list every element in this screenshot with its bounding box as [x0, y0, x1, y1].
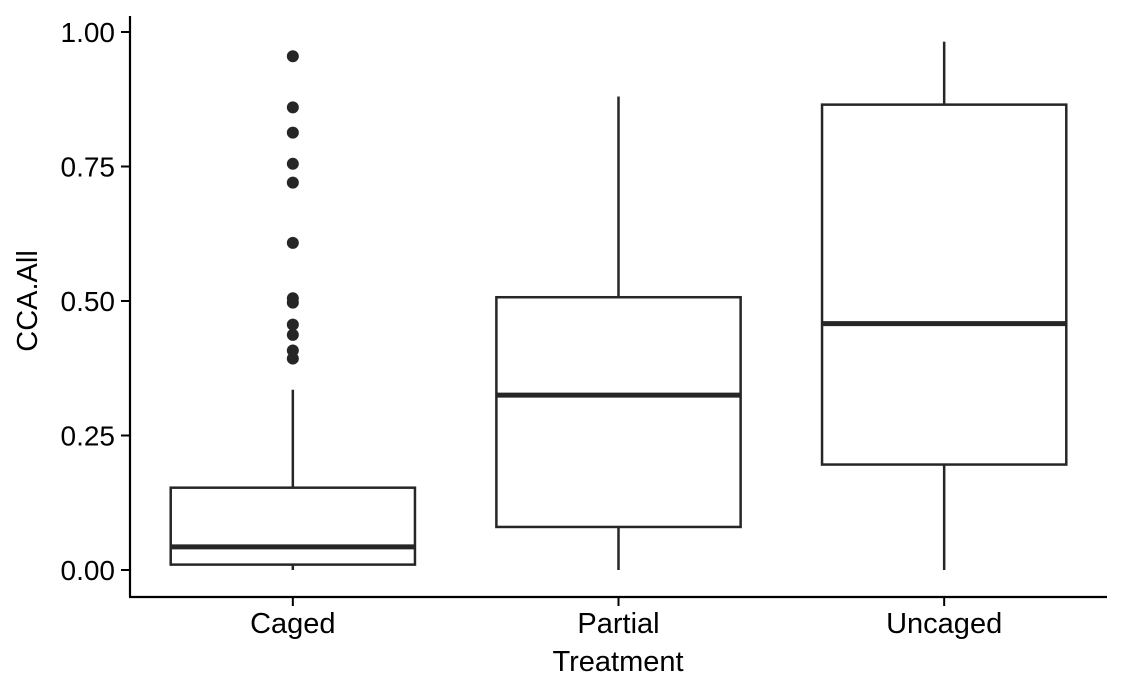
- outlier-point: [286, 352, 299, 365]
- x-tick-label: Caged: [250, 608, 335, 640]
- box-caged: [169, 50, 417, 570]
- outlier-point: [286, 296, 299, 309]
- x-tick-label: Uncaged: [886, 608, 1002, 640]
- y-ticks: 0.00 0.25 0.50 0.75 1.00: [61, 17, 130, 586]
- outlier-point: [286, 328, 299, 341]
- outlier-point: [286, 126, 299, 139]
- boxes: [169, 41, 1068, 570]
- box-rect: [820, 103, 1068, 466]
- box-rect: [495, 295, 742, 529]
- outlier-point: [286, 50, 299, 63]
- outlier-point: [286, 236, 299, 249]
- y-tick-label: 0.50: [61, 286, 116, 317]
- x-axis-title: Treatment: [552, 646, 683, 678]
- y-tick-label: 1.00: [61, 17, 116, 48]
- y-tick-label: 0.00: [61, 555, 116, 586]
- box-partial: [495, 96, 742, 570]
- axes: 0.00 0.25 0.50 0.75 1.00 Caged Partial Uncaged: [61, 16, 1107, 640]
- y-tick-label: 0.25: [61, 421, 116, 452]
- outlier-point: [286, 101, 299, 114]
- box-uncaged: [820, 41, 1068, 570]
- outlier-point: [286, 176, 299, 189]
- outlier-point: [286, 318, 299, 331]
- x-ticks: Caged Partial Uncaged: [250, 597, 1002, 640]
- y-tick-label: 0.75: [61, 152, 116, 183]
- outlier-point: [286, 157, 299, 170]
- x-tick-label: Partial: [577, 608, 659, 640]
- box-rect: [169, 486, 417, 566]
- y-axis-title: CCA.All: [12, 250, 44, 352]
